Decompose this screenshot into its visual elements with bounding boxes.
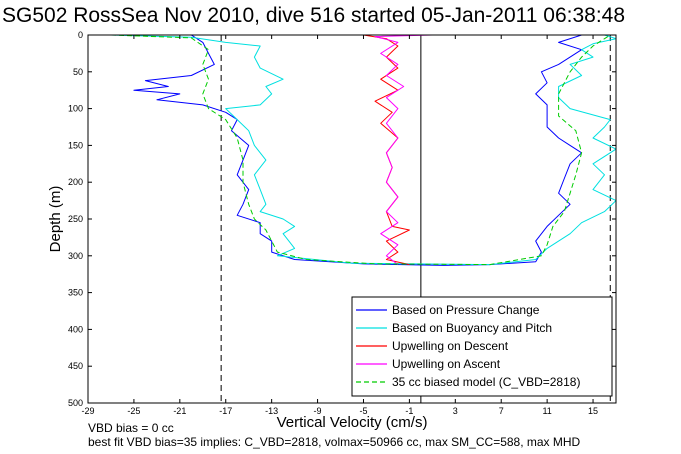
legend-box: [351, 296, 613, 397]
y-tick-label: 350: [68, 288, 83, 298]
y-axis-label: Depth (m): [47, 186, 64, 253]
series-line-3: [374, 35, 433, 265]
y-tick-label: 200: [68, 177, 83, 187]
y-tick-label: 500: [68, 398, 83, 408]
series-line-4: [110, 35, 611, 266]
y-tick-label: 300: [68, 251, 83, 261]
y-tick-label: 50: [73, 67, 83, 77]
x-tick-label: -1: [405, 406, 413, 416]
x-tick-label: 7: [499, 406, 504, 416]
y-tick-label: 400: [68, 324, 83, 334]
x-tick-label: -13: [265, 406, 278, 416]
y-tick-label: 150: [68, 140, 83, 150]
y-axis: 0 50 100 150 200 250 300 350 400 450 500: [68, 30, 616, 408]
x-tick-label: -17: [219, 406, 232, 416]
x-tick-label: 11: [542, 406, 551, 416]
y-tick-label: 0: [78, 30, 83, 40]
legend-label: Upwelling on Ascent: [392, 357, 501, 371]
x-tick-label: -25: [127, 406, 140, 416]
x-axis-label: Vertical Velocity (cm/s): [277, 414, 428, 431]
series-line-0: [133, 35, 583, 266]
y-tick-label: 250: [68, 214, 83, 224]
x-tick-label: -9: [314, 406, 322, 416]
best-fit-note: best fit VBD bias=35 implies: C_VBD=2818…: [88, 435, 581, 449]
series-line-1: [110, 35, 616, 266]
y-tick-label: 100: [68, 104, 83, 114]
chart-title: SG502 RossSea Nov 2010, dive 516 started…: [2, 4, 626, 27]
x-tick-label: -21: [173, 406, 186, 416]
legend-label: Upwelling on Descent: [392, 339, 509, 353]
x-tick-label: 3: [453, 406, 458, 416]
x-tick-label: -29: [81, 406, 94, 416]
x-axis: -29 -25 -21 -17 -13 -9 -5 -1 3 7 11 15: [81, 35, 598, 416]
legend: Based on Pressure Change Based on Buoyanc…: [351, 296, 613, 397]
legend-label: 35 cc biased model (C_VBD=2818): [392, 375, 580, 389]
y-tick-label: 450: [68, 361, 83, 371]
series-group: [110, 35, 616, 266]
x-tick-label: -5: [359, 406, 367, 416]
vbd-bias-note: VBD bias = 0 cc: [88, 421, 174, 435]
legend-label: Based on Buoyancy and Pitch: [392, 321, 552, 335]
x-tick-label: 15: [588, 406, 598, 416]
legend-label: Based on Pressure Change: [392, 303, 540, 317]
